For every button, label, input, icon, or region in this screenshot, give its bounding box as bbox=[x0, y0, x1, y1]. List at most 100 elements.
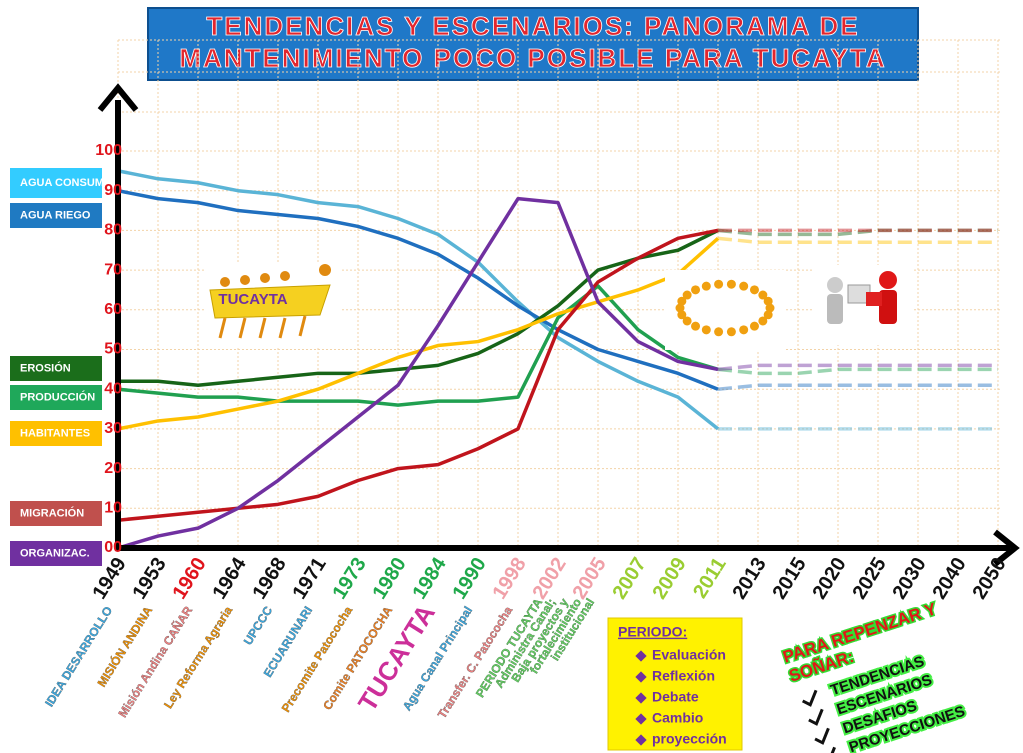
check bbox=[814, 727, 830, 745]
period-list: Evaluación Reflexión Debate Cambio proyecció… bbox=[635, 647, 727, 747]
x-tick-label: 2020 bbox=[808, 554, 850, 603]
ring-person bbox=[749, 321, 759, 331]
period-title: PERIODO: bbox=[618, 624, 687, 640]
period-item: Debate bbox=[652, 689, 699, 705]
series-line bbox=[118, 228, 719, 387]
x-tick-label: 1990 bbox=[448, 554, 490, 603]
ring-person bbox=[739, 281, 749, 291]
period-item: Reflexión bbox=[652, 668, 715, 684]
x-tick-label: 2002 bbox=[528, 554, 570, 603]
ring-person bbox=[691, 285, 701, 295]
x-tick-label: 1960 bbox=[168, 554, 210, 603]
bullet bbox=[635, 692, 647, 704]
y-tick-label: 100 bbox=[95, 142, 122, 159]
period-item: proyección bbox=[652, 731, 727, 747]
ring-person bbox=[701, 281, 711, 291]
x-tick-label: 2040 bbox=[928, 554, 970, 603]
ring-person bbox=[675, 303, 685, 313]
x-tick-label: 2050 bbox=[968, 554, 1010, 603]
bullet bbox=[635, 650, 647, 662]
period-item: Evaluación bbox=[652, 647, 726, 663]
x-tick-label: 1953 bbox=[128, 554, 170, 603]
check bbox=[801, 689, 818, 707]
legend-label: EROSIÓN bbox=[20, 361, 71, 374]
rethink-box: PARA REPENZAR YSOÑAR:TENDENCIASESCENARIO… bbox=[779, 597, 969, 753]
x-tick-label: 2013 bbox=[728, 554, 770, 603]
legend-box bbox=[10, 385, 102, 410]
series-line bbox=[117, 237, 720, 431]
legend-box bbox=[10, 356, 102, 381]
x-tick-label: 2005 bbox=[568, 554, 610, 603]
legend: AGUA CONSUM. AGUA RIEGO EROSIÓN PRODUCCIÓN H… bbox=[10, 168, 107, 566]
y-tick-label: 10 bbox=[104, 500, 122, 517]
image-label: TUCAYTA bbox=[218, 291, 287, 308]
series-line bbox=[117, 284, 719, 407]
ring-person bbox=[682, 316, 692, 326]
check bbox=[820, 746, 836, 753]
bullet bbox=[635, 713, 647, 725]
series-line bbox=[117, 196, 719, 550]
y-tick-label: 90 bbox=[104, 182, 122, 199]
x-tick-label: 2009 bbox=[648, 554, 690, 603]
period-item: Cambio bbox=[652, 710, 703, 726]
projection-line bbox=[717, 383, 998, 391]
image-rowers: TUCAYTA bbox=[205, 262, 340, 347]
title-box bbox=[147, 7, 919, 81]
y-tick-label: 00 bbox=[104, 539, 122, 556]
event-label: IDEA DESARROLLO bbox=[42, 604, 115, 709]
ring-person bbox=[677, 296, 687, 306]
event-label: Misión Andina CAÑAR bbox=[115, 603, 196, 720]
projection-line bbox=[717, 363, 998, 372]
x-tick-label: 1980 bbox=[368, 554, 410, 603]
series-line bbox=[117, 188, 719, 391]
ring-person bbox=[691, 321, 701, 331]
ring-person bbox=[714, 327, 724, 337]
ring-person bbox=[682, 290, 692, 300]
x-tick-label: 2007 bbox=[608, 554, 650, 603]
ring-person bbox=[763, 310, 773, 320]
event-label: UPCCC bbox=[241, 604, 276, 648]
y-tick-label: 30 bbox=[104, 420, 122, 437]
x-tick-label: 1971 bbox=[288, 554, 330, 603]
x-tick-label: 1964 bbox=[208, 553, 251, 603]
ring-person bbox=[714, 279, 724, 289]
x-tick-label: 1968 bbox=[248, 554, 290, 603]
chart-title: TENDENCIAS Y ESCENARIOS: PANORAMA DE bbox=[206, 11, 859, 41]
period-box bbox=[607, 617, 743, 751]
ring-person bbox=[726, 327, 736, 337]
legend-label: ORGANIZAC. bbox=[20, 547, 90, 559]
image-puzzle bbox=[812, 265, 912, 345]
axes bbox=[97, 83, 1020, 567]
projection-line bbox=[717, 367, 998, 376]
ring-person bbox=[758, 316, 768, 326]
legend-box bbox=[10, 203, 102, 228]
legend-box bbox=[10, 541, 102, 566]
bullet bbox=[635, 671, 647, 683]
check bbox=[808, 708, 824, 726]
ring-person bbox=[677, 310, 687, 320]
legend-label: HABITANTES bbox=[20, 427, 90, 439]
ring-person bbox=[739, 325, 749, 335]
x-tick-label: 1998 bbox=[488, 554, 530, 603]
event-label: Ley Reforma Agraria bbox=[161, 604, 235, 711]
ring-person bbox=[726, 279, 736, 289]
y-tick-label: 60 bbox=[104, 301, 122, 318]
ring-person bbox=[765, 303, 775, 313]
x-tick-label: 2011 bbox=[689, 554, 731, 602]
ring-person bbox=[749, 285, 759, 295]
y-tick-label: 80 bbox=[104, 222, 122, 239]
x-tick-label: 2015 bbox=[768, 554, 810, 603]
y-tick-label: 40 bbox=[104, 380, 122, 397]
series-line bbox=[117, 228, 719, 522]
legend-label: AGUA CONSUM. bbox=[20, 177, 107, 189]
series-line bbox=[117, 169, 720, 431]
legend-box bbox=[10, 501, 102, 526]
chart-title: MANTENIMIENTO POCO POSIBLE PARA TUCAYTA bbox=[179, 43, 886, 73]
image-circle bbox=[665, 270, 785, 350]
x-tick-label: 2025 bbox=[848, 554, 890, 603]
legend-label: PRODUCCIÓN bbox=[20, 390, 95, 403]
plot bbox=[117, 169, 998, 550]
event-label: Precomite Patococha bbox=[279, 604, 356, 715]
bullet bbox=[635, 734, 647, 746]
